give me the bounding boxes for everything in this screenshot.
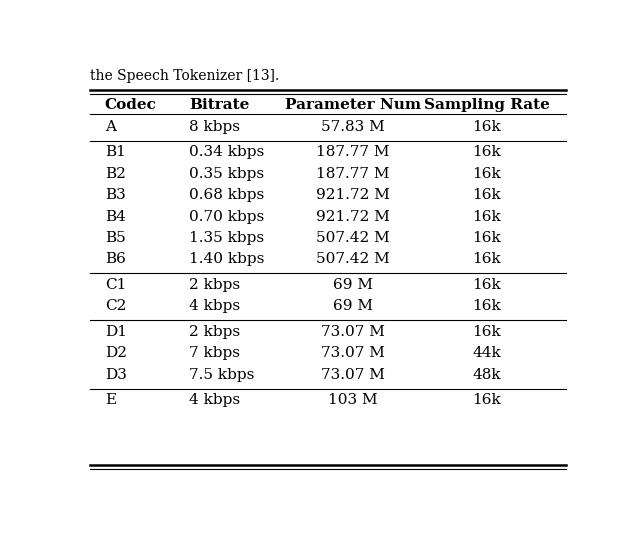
Text: 507.42 M: 507.42 M (316, 253, 390, 266)
Text: 16k: 16k (472, 253, 501, 266)
Text: 16k: 16k (472, 278, 501, 292)
Text: 16k: 16k (472, 393, 501, 407)
Text: Parameter Num: Parameter Num (285, 98, 421, 112)
Text: Bitrate: Bitrate (189, 98, 250, 112)
Text: 44k: 44k (472, 346, 501, 361)
Text: 73.07 M: 73.07 M (321, 346, 385, 361)
Text: 0.35 kbps: 0.35 kbps (189, 167, 264, 181)
Text: 921.72 M: 921.72 M (316, 188, 390, 202)
Text: 7 kbps: 7 kbps (189, 346, 240, 361)
Text: D3: D3 (105, 368, 127, 382)
Text: 0.70 kbps: 0.70 kbps (189, 210, 264, 224)
Text: 4 kbps: 4 kbps (189, 393, 240, 407)
Text: 69 M: 69 M (333, 300, 372, 314)
Text: 187.77 M: 187.77 M (316, 167, 390, 181)
Text: 8 kbps: 8 kbps (189, 120, 240, 134)
Text: A: A (105, 120, 116, 134)
Text: Codec: Codec (105, 98, 157, 112)
Text: 69 M: 69 M (333, 278, 372, 292)
Text: B3: B3 (105, 188, 125, 202)
Text: 57.83 M: 57.83 M (321, 120, 385, 134)
Text: Sampling Rate: Sampling Rate (424, 98, 550, 112)
Text: B6: B6 (105, 253, 125, 266)
Text: 7.5 kbps: 7.5 kbps (189, 368, 255, 382)
Text: C2: C2 (105, 300, 126, 314)
Text: 4 kbps: 4 kbps (189, 300, 240, 314)
Text: 16k: 16k (472, 146, 501, 159)
Text: 16k: 16k (472, 325, 501, 339)
Text: 16k: 16k (472, 300, 501, 314)
Text: 73.07 M: 73.07 M (321, 368, 385, 382)
Text: the Speech Tokenizer [13].: the Speech Tokenizer [13]. (90, 68, 279, 83)
Text: 187.77 M: 187.77 M (316, 146, 390, 159)
Text: 16k: 16k (472, 231, 501, 245)
Text: 73.07 M: 73.07 M (321, 325, 385, 339)
Text: 48k: 48k (472, 368, 501, 382)
Text: 1.40 kbps: 1.40 kbps (189, 253, 264, 266)
Text: 16k: 16k (472, 210, 501, 224)
Text: 921.72 M: 921.72 M (316, 210, 390, 224)
Text: 507.42 M: 507.42 M (316, 231, 390, 245)
Text: B4: B4 (105, 210, 125, 224)
Text: D2: D2 (105, 346, 127, 361)
Text: B1: B1 (105, 146, 125, 159)
Text: 2 kbps: 2 kbps (189, 278, 240, 292)
Text: 0.68 kbps: 0.68 kbps (189, 188, 264, 202)
Text: 16k: 16k (472, 167, 501, 181)
Text: 1.35 kbps: 1.35 kbps (189, 231, 264, 245)
Text: 0.34 kbps: 0.34 kbps (189, 146, 264, 159)
Text: 103 M: 103 M (328, 393, 378, 407)
Text: 16k: 16k (472, 188, 501, 202)
Text: B2: B2 (105, 167, 125, 181)
Text: 16k: 16k (472, 120, 501, 134)
Text: D1: D1 (105, 325, 127, 339)
Text: 2 kbps: 2 kbps (189, 325, 240, 339)
Text: B5: B5 (105, 231, 125, 245)
Text: E: E (105, 393, 116, 407)
Text: C1: C1 (105, 278, 126, 292)
